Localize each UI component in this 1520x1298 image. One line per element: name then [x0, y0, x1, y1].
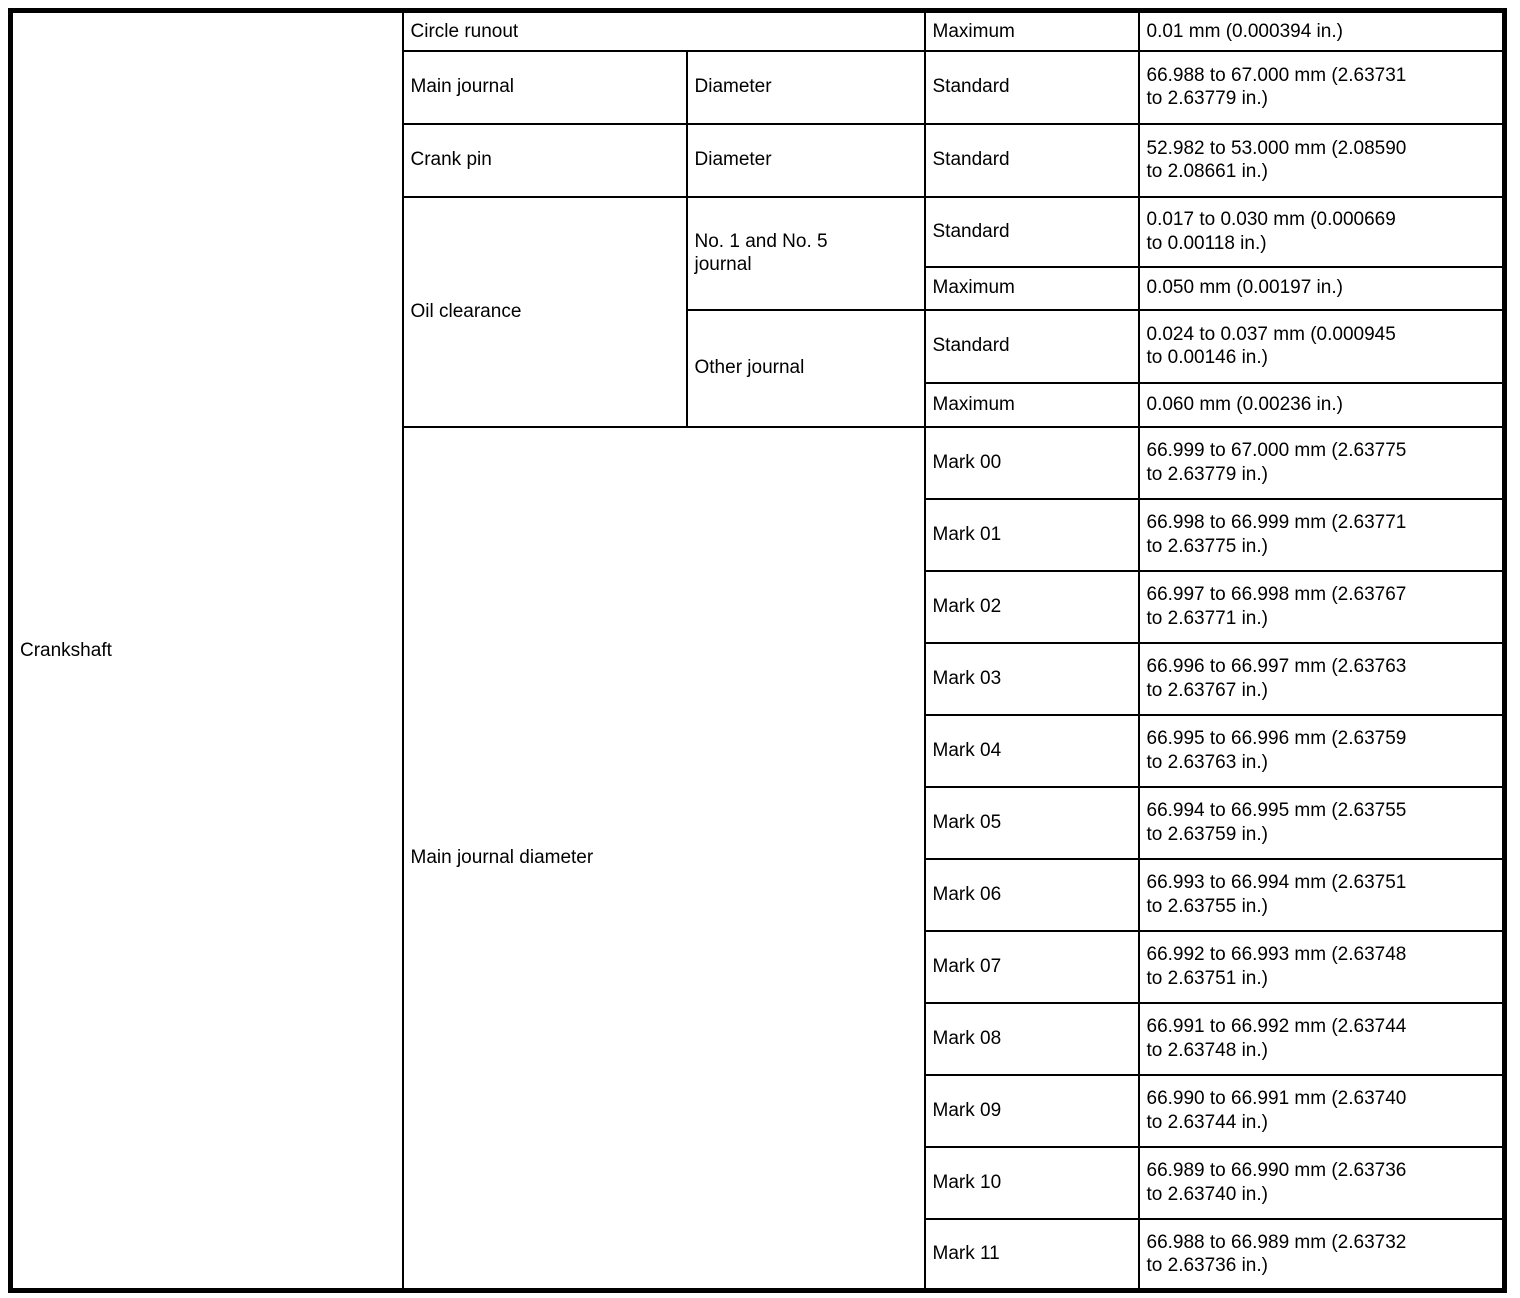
table-row: Mark 11 66.988 to 66.989 mm (2.63732 to …: [11, 1217, 1506, 1292]
table-row: Mark 05 66.994 to 66.995 mm (2.63755 to …: [11, 785, 1506, 860]
table-row: Mark 09 66.990 to 66.991 mm (2.63740 to …: [11, 1073, 1506, 1148]
value-cell: 66.991 to 66.992 mm (2.63744 to 2.63748 …: [1137, 1001, 1506, 1076]
sub-item-cell: Other journal: [685, 308, 926, 428]
crankshaft-spec-table: Crankshaft Circle runout Maximum 0.01 mm…: [8, 8, 1507, 1293]
table-row: Main journal diameter Mark 00 66.999 to …: [11, 425, 1506, 1292]
item-cell: Oil clearance: [401, 195, 688, 428]
value-cell: 66.996 to 66.997 mm (2.63763 to 2.63767 …: [1137, 641, 1506, 716]
spec-type-cell: Standard: [923, 122, 1140, 198]
value-cell: 66.998 to 66.999 mm (2.63771 to 2.63775 …: [1137, 497, 1506, 572]
value-cell: 52.982 to 53.000 mm (2.08590 to 2.08661 …: [1137, 122, 1506, 198]
spec-type-cell: Maximum: [923, 9, 1140, 52]
value-cell: 66.997 to 66.998 mm (2.63767 to 2.63771 …: [1137, 569, 1506, 644]
spec-type-cell: Standard: [923, 195, 1140, 268]
table-row: Other journal Standard 0.024 to 0.037 mm…: [11, 308, 1506, 428]
value-cell: 0.050 mm (0.00197 in.): [1137, 265, 1506, 311]
value-cell: 66.995 to 66.996 mm (2.63759 to 2.63763 …: [1137, 713, 1506, 788]
table-row: Crankshaft Circle runout Maximum 0.01 mm…: [9, 9, 1506, 1292]
table-row: Main journal Diameter Standard 66.988 to…: [11, 49, 1506, 125]
value-cell: 66.988 to 66.989 mm (2.63732 to 2.63736 …: [1137, 1217, 1506, 1292]
value-cell: 66.992 to 66.993 mm (2.63748 to 2.63751 …: [1137, 929, 1506, 1004]
value-cell: 66.993 to 66.994 mm (2.63751 to 2.63755 …: [1137, 857, 1506, 932]
table-row: Maximum 0.060 mm (0.00236 in.): [11, 381, 1506, 428]
table-row: Maximum 0.050 mm (0.00197 in.): [11, 265, 1506, 311]
spec-type-cell: Mark 11: [923, 1217, 1140, 1292]
sub-item-cell: No. 1 and No. 5 journal: [685, 195, 926, 311]
value-cell: 0.024 to 0.037 mm (0.000945 to 0.00146 i…: [1137, 308, 1506, 384]
value-cell: 66.999 to 67.000 mm (2.63775 to 2.63779 …: [1137, 425, 1506, 500]
spec-type-cell: Mark 10: [923, 1145, 1140, 1220]
spec-type-cell: Mark 03: [923, 641, 1140, 716]
spec-type-cell: Mark 07: [923, 929, 1140, 1004]
value-cell: 66.989 to 66.990 mm (2.63736 to 2.63740 …: [1137, 1145, 1506, 1220]
spec-type-cell: Maximum: [923, 265, 1140, 311]
item-cell: Circle runout: [401, 9, 926, 52]
table-row: Mark 02 66.997 to 66.998 mm (2.63767 to …: [11, 569, 1506, 644]
spec-type-cell: Mark 00: [923, 425, 1140, 500]
value-cell: 0.017 to 0.030 mm (0.000669 to 0.00118 i…: [1137, 195, 1506, 268]
spec-type-cell: Maximum: [923, 381, 1140, 428]
value-cell: 66.988 to 67.000 mm (2.63731 to 2.63779 …: [1137, 49, 1506, 125]
item-cell: Main journal: [401, 49, 688, 125]
spec-type-cell: Standard: [923, 308, 1140, 384]
table-row: Mark 03 66.996 to 66.997 mm (2.63763 to …: [11, 641, 1506, 716]
table-row: Mark 10 66.989 to 66.990 mm (2.63736 to …: [11, 1145, 1506, 1220]
spec-type-cell: Mark 09: [923, 1073, 1140, 1148]
value-cell: 0.01 mm (0.000394 in.): [1137, 9, 1506, 52]
item-cell: Main journal diameter: [401, 425, 926, 1292]
component-cell: Crankshaft: [9, 9, 404, 1292]
spec-type-cell: Mark 04: [923, 713, 1140, 788]
value-cell: 66.994 to 66.995 mm (2.63755 to 2.63759 …: [1137, 785, 1506, 860]
table-row: Oil clearance No. 1 and No. 5 journal St…: [11, 195, 1506, 428]
item-cell: Crank pin: [401, 122, 688, 198]
table-row: Crank pin Diameter Standard 52.982 to 53…: [11, 122, 1506, 198]
spec-type-cell: Mark 06: [923, 857, 1140, 932]
spec-type-cell: Mark 01: [923, 497, 1140, 572]
sub-item-cell: Diameter: [685, 49, 926, 125]
table-row: Mark 07 66.992 to 66.993 mm (2.63748 to …: [11, 929, 1506, 1004]
table-row: Mark 04 66.995 to 66.996 mm (2.63759 to …: [11, 713, 1506, 788]
spec-type-cell: Mark 05: [923, 785, 1140, 860]
spec-type-cell: Standard: [923, 49, 1140, 125]
value-cell: 66.990 to 66.991 mm (2.63740 to 2.63744 …: [1137, 1073, 1506, 1148]
spec-type-cell: Mark 02: [923, 569, 1140, 644]
value-cell: 0.060 mm (0.00236 in.): [1137, 381, 1506, 428]
table-row: Mark 01 66.998 to 66.999 mm (2.63771 to …: [11, 497, 1506, 572]
table-row: Mark 06 66.993 to 66.994 mm (2.63751 to …: [11, 857, 1506, 932]
sub-item-cell: Diameter: [685, 122, 926, 198]
table-row: Mark 08 66.991 to 66.992 mm (2.63744 to …: [11, 1001, 1506, 1076]
spec-type-cell: Mark 08: [923, 1001, 1140, 1076]
